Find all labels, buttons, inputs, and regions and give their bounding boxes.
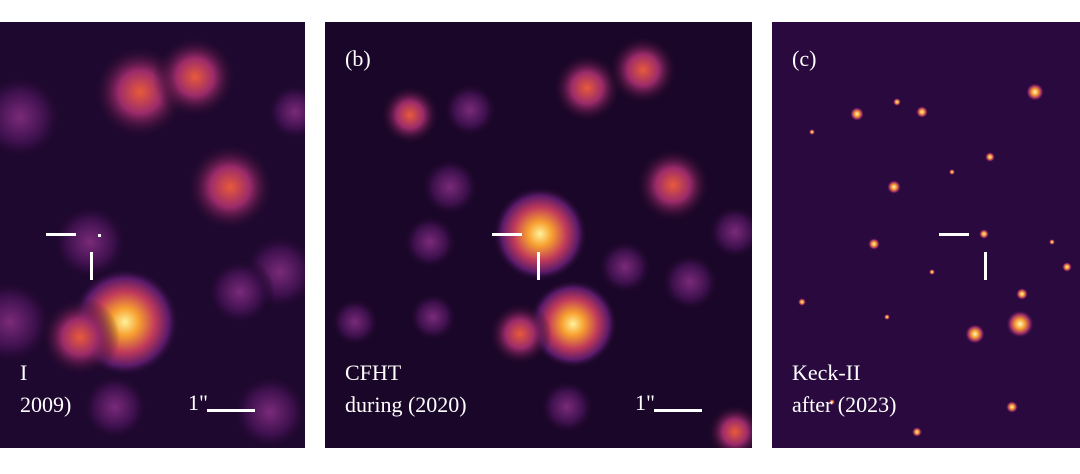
marker-vertical [537, 252, 540, 280]
panel-b-scale-label: 1" [635, 390, 655, 415]
marker-vertical [984, 252, 987, 280]
marker-horizontal [492, 233, 522, 236]
panel-c-image [772, 22, 1080, 448]
panel-b: (b) CFHT during (2020) 1" [325, 22, 752, 448]
marker-horizontal [46, 233, 76, 236]
panel-a: I 2009) 1" [0, 22, 305, 448]
panel-b-caption: CFHT during (2020) [345, 360, 467, 417]
panel-a-scale-label: 1" [188, 390, 208, 415]
panel-a-scale-bar [207, 409, 255, 412]
panel-c-caption: Keck-II after (2023) [792, 360, 897, 417]
panel-b-image [325, 22, 752, 448]
panel-b-scale-bar [654, 409, 702, 412]
panel-a-image [0, 22, 305, 448]
panel-a-caption: I 2009) [20, 360, 72, 417]
marker-vertical [90, 252, 93, 280]
marker-horizontal [939, 233, 969, 236]
panel-b-letter: (b) [345, 46, 371, 71]
panel-c: (c) Keck-II after (2023) [772, 22, 1080, 448]
marker-dot [98, 234, 101, 237]
panel-c-letter: (c) [792, 46, 817, 71]
